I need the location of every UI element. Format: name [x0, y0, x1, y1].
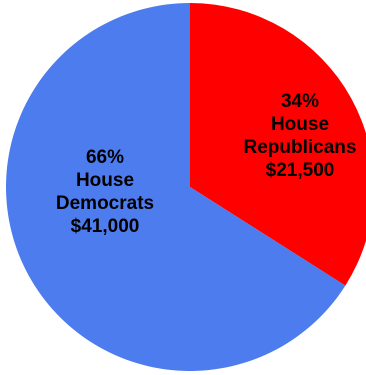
slice-label-line: Democrats: [56, 193, 154, 214]
pie-slice-house-republicans: [190, 3, 366, 286]
slice-label-line: $41,000: [71, 216, 140, 237]
slice-label-line: 34%: [281, 91, 319, 112]
slice-label-line: $21,500: [266, 160, 335, 181]
pie-slice-house-democrats: [6, 3, 346, 371]
slice-label-line: House: [76, 170, 134, 191]
slice-label-line: 66%: [86, 147, 124, 168]
slice-label-line: Republicans: [244, 137, 357, 158]
slice-label-line: House: [271, 114, 329, 135]
